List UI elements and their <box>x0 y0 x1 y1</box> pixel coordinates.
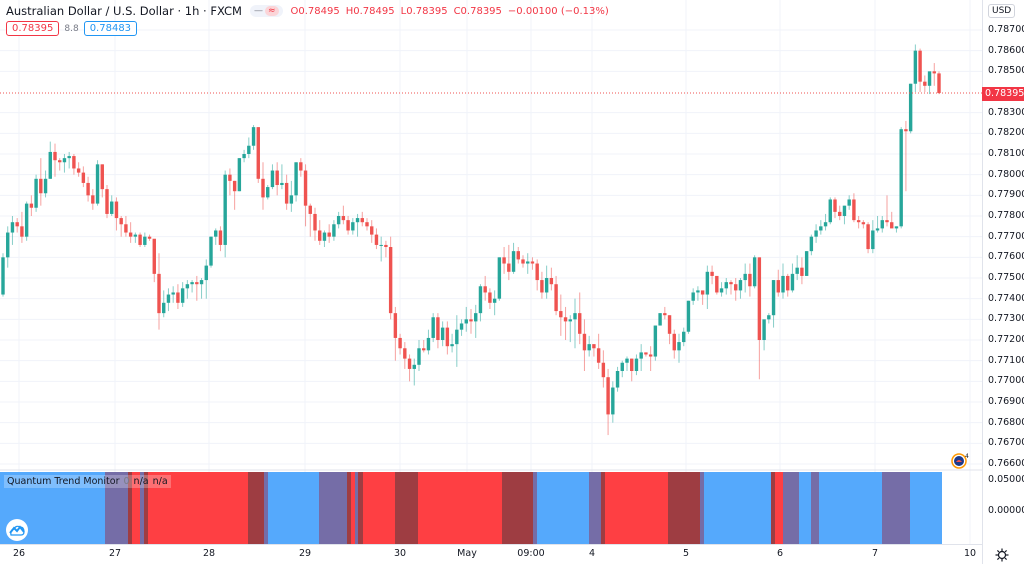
indicator-legend[interactable]: Quantum Trend Monitor 0 n/a n/a <box>4 475 171 488</box>
time-axis-label: 28 <box>202 548 216 559</box>
close-value: 0.78395 <box>460 5 502 17</box>
time-axis[interactable] <box>0 544 982 564</box>
indicator-axis-label-zero: 0.00000 <box>988 505 1024 516</box>
price-axis-label: 0.77900 <box>988 189 1024 201</box>
current-price-tag: 0.78395 <box>982 87 1024 101</box>
legend-toggle[interactable]: — ≈ <box>249 5 283 17</box>
economic-event-flag-icon[interactable]: 4 <box>951 452 969 469</box>
time-axis-label: 10 <box>963 548 977 559</box>
currency-button[interactable]: USD <box>988 4 1016 18</box>
buy-button[interactable]: 0.78483 <box>83 21 138 36</box>
svg-text:4: 4 <box>965 453 969 460</box>
low-label: L <box>400 5 407 17</box>
price-axis-label: 0.76900 <box>988 396 1024 407</box>
price-axis-label: 0.78600 <box>988 44 1024 56</box>
time-axis-label: 7 <box>871 548 879 559</box>
price-axis-border <box>982 0 983 564</box>
price-axis-label: 0.77700 <box>988 230 1024 242</box>
price-axis-label: 0.78700 <box>988 24 1024 35</box>
price-axis-label: 0.77100 <box>988 354 1024 366</box>
time-axis-label: 5 <box>682 548 690 559</box>
time-axis-label: 26 <box>12 548 26 559</box>
indicator-value-2: n/a <box>152 476 168 487</box>
low-value: 0.78395 <box>406 5 448 17</box>
high-label: H <box>345 5 354 17</box>
chart-legend: Australian Dollar / U.S. Dollar · 1h · F… <box>6 4 609 18</box>
indicator-axis-label-top: 0.05000 <box>988 474 1024 485</box>
spread-value: 8.8 <box>64 23 79 34</box>
time-axis-label: 29 <box>298 548 312 559</box>
close-label: C <box>453 5 461 17</box>
price-axis-label: 0.78500 <box>988 65 1024 77</box>
minus-icon: — <box>253 6 263 16</box>
price-axis-label: 0.77200 <box>988 334 1024 345</box>
price-axis-label: 0.77300 <box>988 313 1024 325</box>
ohlc-values: O0.78495 H0.78495 L0.78395 C0.78395 −0.0… <box>291 6 609 17</box>
price-axis-label: 0.78000 <box>988 168 1024 180</box>
price-axis-label: 0.77000 <box>988 375 1024 387</box>
price-axis-label: 0.77600 <box>988 251 1024 263</box>
indicator-name: Quantum Trend Monitor <box>7 476 120 487</box>
price-axis-label: 0.77500 <box>988 272 1024 283</box>
open-value: 0.78495 <box>298 5 340 17</box>
time-axis-label: 4 <box>588 548 596 559</box>
bid-ask-bar: 0.78395 8.8 0.78483 <box>6 21 138 36</box>
price-axis-label: 0.78100 <box>988 148 1024 159</box>
open-label: O <box>290 5 299 17</box>
price-axis-label: 0.78200 <box>988 127 1024 139</box>
change-value: −0.00100 (−0.13%) <box>507 5 609 17</box>
time-axis-label: 27 <box>108 548 122 559</box>
time-axis-label: 30 <box>393 548 407 559</box>
price-axis-label: 0.77400 <box>988 292 1024 304</box>
sell-button[interactable]: 0.78395 <box>6 21 60 36</box>
time-axis-label: 09:00 <box>517 548 545 559</box>
price-axis-label: 0.78300 <box>988 106 1024 118</box>
symbol-title[interactable]: Australian Dollar / U.S. Dollar · 1h · F… <box>6 4 242 18</box>
tradingview-logo-icon[interactable] <box>6 519 28 541</box>
indicator-value-1: n/a <box>133 476 149 487</box>
approx-icon: ≈ <box>264 6 279 16</box>
time-axis-label: 6 <box>776 548 784 559</box>
price-axis-label: 0.76700 <box>988 437 1024 449</box>
indicator-param: 0 <box>123 476 130 487</box>
high-value: 0.78495 <box>353 5 395 17</box>
price-axis-label: 0.77800 <box>988 210 1024 221</box>
price-axis-label: 0.76800 <box>988 416 1024 428</box>
time-axis-label: May <box>457 548 477 559</box>
price-axis-label: 0.76600 <box>988 458 1024 469</box>
settings-gear-icon[interactable] <box>995 547 1009 562</box>
